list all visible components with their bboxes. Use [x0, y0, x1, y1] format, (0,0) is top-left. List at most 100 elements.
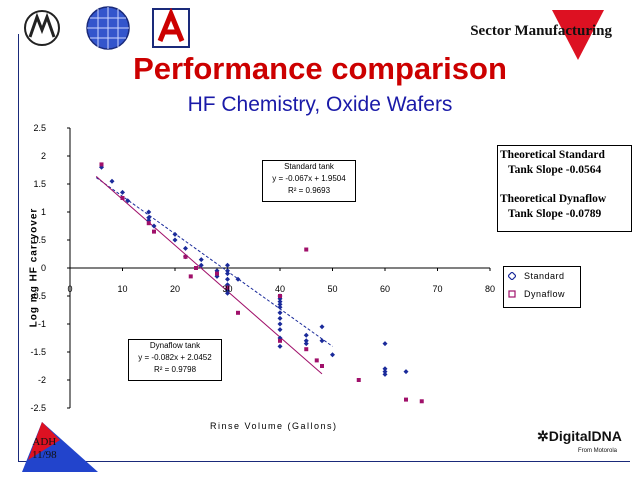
dynaflow-point: [419, 399, 424, 404]
dynaflow-square-icon: [508, 290, 516, 298]
dynaflow-point: [278, 294, 282, 298]
standard-point: [277, 310, 283, 316]
dynaflow-point: [183, 254, 188, 259]
standard-point: [303, 341, 309, 347]
dynaflow-trend-equation: y = -0.082x + 2.0452: [138, 353, 212, 362]
standard-point: [277, 321, 283, 327]
y-axis-title: Log mg HF carryover: [28, 207, 40, 328]
dynaflow-point: [320, 364, 324, 368]
dynaflow-point: [278, 338, 282, 343]
dynaflow-point: [236, 310, 240, 315]
standard-point: [277, 327, 283, 333]
footer-date: 11/98: [32, 449, 57, 461]
standard-diamond-icon: [508, 272, 516, 280]
info-line-3: Theoretical Dynaflow: [500, 193, 607, 205]
x-tick-label: 20: [170, 284, 180, 294]
motorola-logo: [24, 10, 60, 46]
footer-author: ADH: [32, 436, 57, 448]
standard-point: [330, 352, 335, 358]
standard-point: [120, 189, 125, 195]
dynaflow-point: [152, 229, 156, 234]
y-tick-label: -0.5: [30, 291, 46, 301]
page-subtitle: HF Chemistry, Oxide Wafers: [187, 93, 453, 116]
legend-entry-standard: Standard: [508, 271, 565, 281]
standard-trend-r2: R² = 0.9693: [287, 186, 331, 195]
dynaflow-point: [99, 162, 104, 167]
y-tick-label: -2.5: [30, 403, 46, 413]
brand-text: DigitalDNA: [548, 428, 622, 444]
legend-label-dynaflow: Dynaflow: [524, 289, 566, 299]
standard-point: [382, 366, 388, 372]
standard-point: [235, 276, 241, 282]
standard-point: [277, 299, 283, 305]
dynaflow-point: [304, 247, 309, 252]
x-tick-label: 10: [117, 284, 127, 294]
page-title: Performance comparison: [133, 51, 507, 86]
dynaflow-point: [194, 266, 198, 270]
standard-point: [172, 231, 178, 237]
brand-subtext: From Motorola: [578, 448, 618, 454]
standard-point: [146, 209, 152, 215]
x-tick-label: 70: [432, 284, 442, 294]
dynaflow-point: [215, 271, 219, 276]
dynaflow-point: [146, 221, 151, 226]
dynaflow-point: [314, 358, 319, 363]
dynaflow-trendline: [95, 176, 323, 375]
standard-trendline: [95, 177, 333, 347]
standard-point: [109, 178, 115, 184]
sector-label: Sector Manufacturing: [470, 23, 612, 39]
x-axis-title: Rinse Volume (Gallons): [210, 421, 338, 431]
x-tick-label: 80: [485, 284, 495, 294]
y-tick-label: 0: [41, 263, 46, 273]
standard-point: [225, 271, 230, 277]
legend-label-standard: Standard: [524, 271, 565, 281]
standard-point: [125, 198, 131, 204]
grid-globe-logo: [86, 6, 130, 50]
dynaflow-trend-name: Dynaflow tank: [149, 341, 201, 350]
standard-point: [225, 262, 230, 268]
footer-triangle: [22, 422, 98, 472]
digitaldna-logo: ✲DigitalDNA: [537, 428, 622, 445]
standard-point: [198, 257, 204, 263]
standard-point: [277, 343, 283, 349]
y-tick-label: 1.5: [33, 179, 46, 189]
x-tick-label: 60: [380, 284, 390, 294]
dynaflow-point: [120, 196, 125, 200]
standard-point: [319, 324, 325, 330]
standard-trend-equation: y = -0.067x + 1.9504: [272, 174, 346, 183]
standard-point: [303, 338, 309, 344]
university-a-logo: [152, 8, 190, 48]
standard-point: [382, 371, 388, 377]
y-tick-label: -1: [38, 319, 46, 329]
x-tick-label: 40: [275, 284, 285, 294]
dynaflow-point: [404, 397, 408, 402]
standard-trend-name: Standard tank: [284, 162, 334, 171]
dynaflow-point: [188, 274, 193, 279]
standard-trend-label: Standard tank y = -0.067x + 1.9504 R² = …: [262, 160, 356, 202]
y-tick-label: -2: [38, 375, 46, 385]
y-tick-label: 1: [41, 207, 46, 217]
chart-legend: Standard Dynaflow: [503, 266, 581, 308]
theoretical-slope-box: Theoretical Standard Tank Slope -0.0564 …: [497, 145, 632, 232]
dna-star-icon: ✲: [537, 428, 549, 444]
dynaflow-trend-r2: R² = 0.9798: [153, 365, 197, 374]
standard-point: [277, 304, 283, 310]
legend-entry-dynaflow: Dynaflow: [508, 289, 565, 299]
standard-point: [146, 215, 152, 221]
dynaflow-trend-label: Dynaflow tank y = -0.082x + 2.0452 R² = …: [128, 339, 222, 381]
standard-point: [225, 268, 230, 274]
x-tick-label: 50: [327, 284, 337, 294]
standard-point: [403, 369, 409, 375]
info-line-4: Tank Slope -0.0789: [508, 208, 602, 220]
y-tick-label: 2: [41, 151, 46, 161]
info-line-2: Tank Slope -0.0564: [508, 164, 602, 176]
slide-frame-left: [18, 34, 19, 462]
standard-point: [382, 369, 388, 375]
dynaflow-point: [356, 378, 361, 382]
standard-point: [151, 223, 157, 229]
slide-frame-bottom: [18, 461, 630, 462]
x-tick-label: 30: [222, 284, 232, 294]
standard-point: [277, 301, 283, 307]
standard-point: [225, 276, 230, 282]
standard-point: [319, 338, 325, 344]
